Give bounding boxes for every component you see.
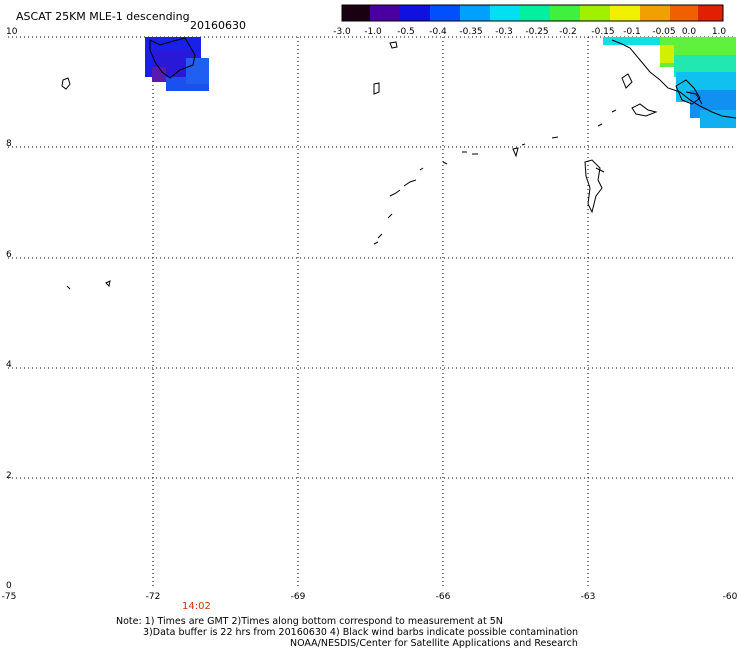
x-axis-label: -72 [145, 592, 161, 602]
y-axis-label: 0 [6, 581, 12, 591]
note-line-1: Note: 1) Times are GMT 2)Times along bot… [116, 616, 503, 627]
wind-swath-east [603, 37, 736, 128]
note-line-2: 3)Data buffer is 22 hrs from 20160630 4)… [143, 627, 579, 638]
y-axis-label: 4 [6, 360, 12, 370]
product-date: 20160630 [190, 19, 246, 32]
colorbar-label: 0.0 [681, 27, 697, 37]
y-axis-label: 2 [6, 471, 12, 481]
colorbar-label: -0.15 [591, 27, 615, 37]
x-axis-label: -66 [435, 592, 451, 602]
y-axis-label: 6 [6, 250, 12, 260]
colorbar [341, 4, 724, 22]
colorbar-label: 1.0 [711, 27, 727, 37]
colorbar-label: -1.0 [364, 27, 382, 37]
colorbar-label: -0.4 [429, 27, 447, 37]
note-line-3: NOAA/NESDIS/Center for Satellite Applica… [290, 638, 578, 649]
colorbar-label: -0.3 [495, 27, 513, 37]
colorbar-label: -0.35 [459, 27, 483, 37]
x-axis-label: -69 [290, 592, 306, 602]
colorbar-label: -0.05 [652, 27, 676, 37]
wind-swath-west [145, 37, 209, 91]
colorbar-label: -3.0 [333, 27, 351, 37]
colorbar-label: -0.2 [559, 27, 577, 37]
colorbar-label: -0.25 [525, 27, 549, 37]
x-axis-label: -75 [1, 592, 17, 602]
gridlines [8, 36, 736, 588]
product-title: ASCAT 25KM MLE-1 descending [16, 10, 190, 23]
x-axis-label: -60 [722, 592, 738, 602]
y-axis-label: 10 [6, 27, 18, 37]
y-axis-label: 8 [6, 139, 12, 149]
colorbar-label: -0.5 [397, 27, 415, 37]
time-marker: 14:02 [182, 601, 211, 612]
colorbar-label: -0.1 [623, 27, 641, 37]
coastlines [61, 37, 737, 290]
x-axis-label: -63 [580, 592, 596, 602]
